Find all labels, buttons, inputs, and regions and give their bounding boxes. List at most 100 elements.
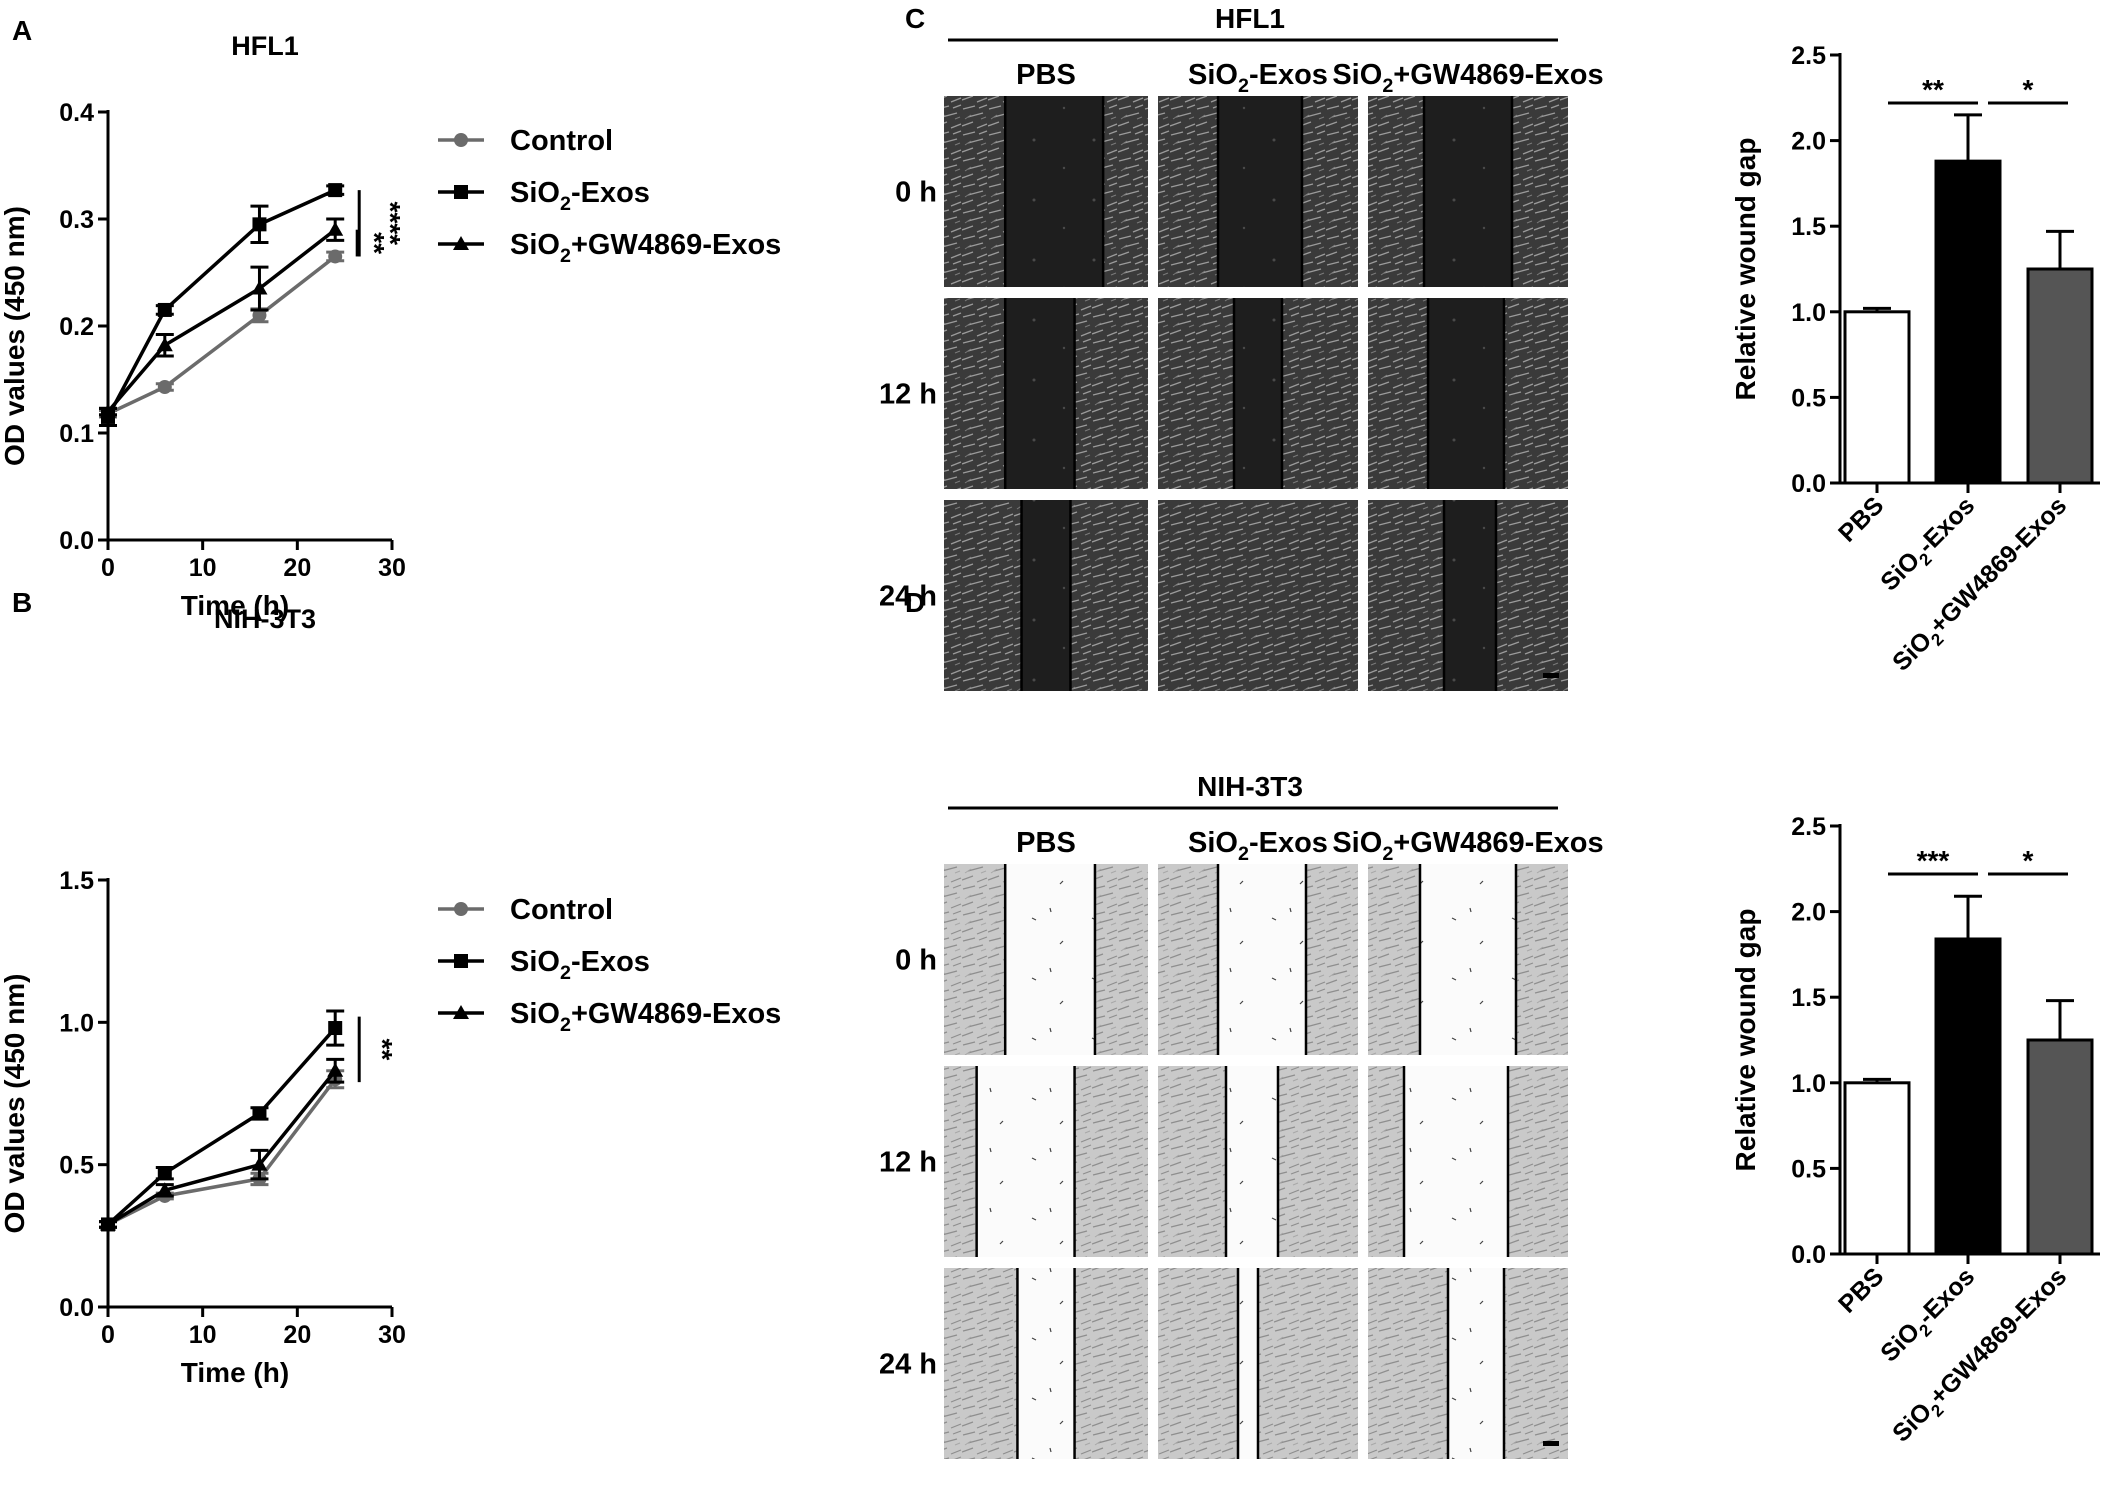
y-tick-label: 0.2	[59, 313, 94, 341]
series-line	[107, 255, 337, 416]
y-tick-label: 1.0	[59, 1009, 94, 1037]
wound-gap	[1424, 96, 1512, 287]
wound-gap	[1444, 500, 1496, 691]
legend-label: SiO2+GW4869-Exos	[510, 229, 781, 267]
significance-label: *	[2023, 845, 2034, 876]
data-point	[327, 1062, 344, 1077]
column-label: SiO2+GW4869-Exos	[1332, 827, 1603, 865]
data-point	[328, 183, 343, 198]
x-tick-label: 30	[378, 554, 406, 582]
data-point	[156, 1182, 173, 1197]
y-axis-label: Relative wound gap	[1730, 138, 1761, 401]
line-chart-b: NIH-3T3 0.0 0.5 1.0 1.5 0 10 20 30 Time (h) OD val…	[0, 604, 781, 1388]
data-point	[157, 1166, 172, 1181]
legend-label: SiO2+GW4869-Exos	[510, 998, 781, 1036]
y-axis-label: Relative wound gap	[1730, 909, 1761, 1172]
legend-label: SiO2-Exos	[510, 177, 650, 215]
row-label: 0 h	[895, 177, 937, 209]
micrograph-title: NIH-3T3	[1197, 771, 1303, 802]
significance-label: ****	[375, 201, 406, 245]
series-line	[106, 1026, 337, 1226]
wound-gap	[976, 1066, 1075, 1257]
data-point	[251, 280, 268, 295]
y-tick-label: 0.0	[59, 527, 94, 555]
wound-gap	[1017, 1268, 1075, 1459]
series-line	[106, 228, 337, 413]
column-label: SiO2-Exos	[1188, 59, 1328, 97]
wound-gap	[1226, 1066, 1278, 1257]
wound-gap	[1404, 1066, 1508, 1257]
bar	[1934, 937, 2002, 1256]
legend-marker	[454, 133, 468, 147]
row-label: 24 h	[879, 581, 937, 613]
x-tick-label: 10	[189, 554, 217, 582]
y-tick-label: 2.5	[1791, 813, 1826, 841]
legend-marker	[454, 902, 468, 916]
micrograph-grid-c: HFL1 PBS SiO2-Exos SiO2+GW4869-Exos 0 h 12 h 2…	[879, 3, 1604, 691]
y-tick-label: 1.5	[59, 867, 94, 895]
y-tick-label: 2.5	[1791, 42, 1826, 70]
x-axis-label: Time (h)	[181, 590, 289, 621]
data-point	[252, 1106, 267, 1121]
panel-label-c: C	[905, 3, 925, 34]
wound-gap	[1005, 298, 1075, 489]
legend-label: SiO2-Exos	[510, 946, 650, 984]
y-tick-label: 0.0	[59, 1294, 94, 1322]
y-axis-label: OD values (450 nm)	[0, 206, 30, 466]
y-tick-label: 1.5	[1791, 984, 1826, 1012]
data-point	[252, 217, 267, 232]
column-label: SiO2+GW4869-Exos	[1332, 59, 1603, 97]
y-axis-label: OD values (450 nm)	[0, 974, 30, 1234]
wound-gap	[1420, 864, 1516, 1055]
data-point	[156, 337, 173, 352]
panel-label-b: B	[12, 587, 32, 618]
panel-label-a: A	[12, 15, 32, 46]
micrograph-grid-d: NIH-3T3 PBS SiO2-Exos SiO2+GW4869-Exos 0 h 12…	[879, 771, 1604, 1459]
data-point	[157, 302, 172, 317]
significance-label: **	[359, 232, 390, 254]
y-tick-label: 0.5	[1791, 1155, 1826, 1183]
column-label: PBS	[1016, 827, 1076, 859]
bar-chart-c: 0.0 0.5 1.0 1.5 2.0 2.5 Relative wound gap PBSS…	[1730, 42, 2100, 677]
wound-gap	[1218, 96, 1302, 287]
wound-gap	[1448, 1268, 1504, 1459]
scale-bar	[1543, 1441, 1559, 1446]
y-tick-label: 0.4	[59, 99, 94, 127]
data-point	[328, 249, 343, 264]
significance-label: *	[2023, 74, 2034, 105]
significance-label: **	[1922, 74, 1944, 105]
column-label: SiO2-Exos	[1188, 827, 1328, 865]
y-tick-label: 2.0	[1791, 899, 1826, 927]
y-tick-label: 0.5	[1791, 384, 1826, 412]
series-line	[106, 188, 336, 418]
bar	[1843, 310, 1911, 485]
x-tick-label: 0	[101, 554, 115, 582]
data-point	[251, 1156, 268, 1171]
bar-chart-d: 0.0 0.5 1.0 1.5 2.0 2.5 Relative wound gap PBSS…	[1730, 813, 2100, 1448]
y-tick-label: 0.5	[59, 1152, 94, 1180]
row-label: 12 h	[879, 1147, 937, 1179]
series-line	[107, 1069, 337, 1226]
legend-label: Control	[510, 894, 613, 926]
row-label: 0 h	[895, 945, 937, 977]
x-tick-label: 20	[283, 1321, 311, 1349]
chart-title: HFL1	[231, 31, 299, 61]
row-label: 12 h	[879, 379, 937, 411]
chart-title: NIH-3T3	[214, 604, 316, 634]
y-tick-label: 1.5	[1791, 213, 1826, 241]
data-point	[100, 1216, 116, 1231]
legend-label: Control	[510, 125, 613, 157]
row-label: 24 h	[879, 1349, 937, 1381]
line-chart-a: HFL1 0.0 0.1 0.2 0.3 0.4 0 10 20 30 Time (h) OD val…	[0, 31, 781, 621]
legend-marker	[453, 1005, 469, 1019]
wound-gap	[1218, 864, 1306, 1055]
bar	[2026, 267, 2094, 485]
micrograph-tile	[1158, 500, 1358, 691]
x-tick-label: 30	[378, 1321, 406, 1349]
data-point	[327, 221, 344, 236]
wound-gap	[1005, 96, 1104, 287]
legend-marker	[454, 954, 468, 968]
data-point	[157, 379, 172, 394]
x-axis-label: Time (h)	[181, 1357, 289, 1388]
x-tick-label: 20	[283, 554, 311, 582]
